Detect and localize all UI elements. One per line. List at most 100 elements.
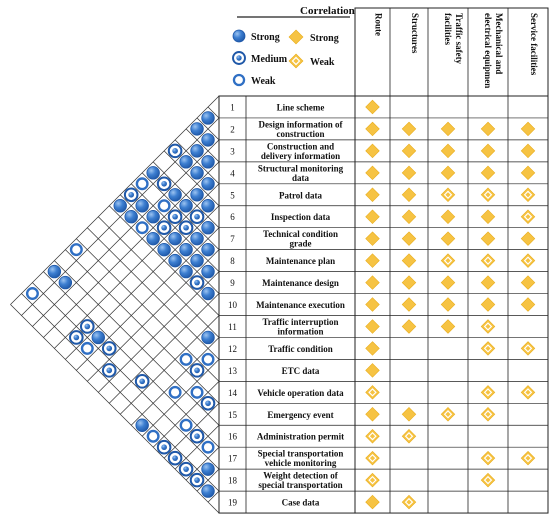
roof-mark-strong — [146, 166, 160, 180]
roof-mark-weak — [135, 177, 149, 191]
roof-gridline — [163, 150, 220, 206]
matrix-diamond-strong — [440, 165, 456, 181]
roof-gridline — [54, 260, 220, 426]
roof-mark-weak — [168, 385, 182, 399]
matrix-diamond-strong — [401, 165, 417, 181]
roof-gridline — [141, 172, 220, 250]
matrix-diamond-strong — [520, 231, 536, 246]
matrix-diamond-strong — [480, 297, 496, 312]
roof-gridline — [54, 183, 220, 349]
matrix-diamond-strong — [365, 121, 380, 137]
roof-gridline — [207, 106, 220, 119]
roof-mark-strong — [113, 199, 127, 213]
roof-gridline — [163, 403, 220, 459]
roof-mark-strong — [146, 210, 160, 224]
roof-mark-weak — [25, 287, 39, 301]
roof-gridline — [65, 249, 220, 404]
roof-mark-medium — [123, 187, 139, 203]
roof-mark-strong — [201, 286, 215, 301]
matrix-diamond-strong — [480, 143, 496, 159]
roof-gridline — [109, 205, 220, 316]
row-number: 15 — [228, 410, 238, 420]
row-label: Line scheme — [277, 102, 325, 112]
diagram-title: Correlation — [300, 5, 355, 17]
row-labels-table: 1 Line scheme 2 Design information ofconstr… — [218, 95, 548, 514]
row-label: Inspection data — [271, 212, 331, 222]
roof-mark-strong — [201, 242, 215, 257]
roof-mark-medium — [189, 275, 205, 290]
matrix-diamond-strong — [480, 275, 496, 290]
roof-mark-medium — [156, 439, 172, 455]
matrix-diamond-weak — [520, 341, 536, 356]
column-header: Traffic safety — [454, 13, 464, 65]
roof-mark-strong — [201, 330, 215, 345]
roof-gridline — [130, 183, 220, 272]
roof-mark-strong — [190, 144, 204, 158]
roof-gridline — [87, 227, 220, 360]
roof-mark-medium — [189, 209, 205, 225]
legend-circle-strong-icon — [232, 29, 246, 43]
row-label: Traffic interruption — [262, 317, 338, 327]
matrix-diamond-weak — [520, 187, 536, 202]
roof-gridline — [185, 446, 220, 481]
roof-mark-strong — [179, 242, 193, 257]
roof-mark-strong — [190, 253, 204, 268]
roof-gridline — [76, 227, 220, 371]
row-label: Emergency event — [267, 410, 333, 420]
row-label: Patrol data — [279, 190, 323, 200]
matrix-diamond-weak — [480, 450, 496, 466]
roof-mark-strong — [135, 199, 149, 213]
roof-mark-medium — [101, 363, 117, 378]
matrix-diamond-weak — [480, 253, 496, 268]
matrix-diamond-strong — [440, 143, 456, 159]
roof-mark-strong — [91, 330, 105, 345]
row-label: Technical condition — [263, 229, 338, 239]
matrix-diamond-strong — [520, 143, 536, 159]
roof-mark-strong — [201, 462, 215, 476]
matrix-diamond-strong — [365, 363, 380, 378]
roof-mark-medium — [167, 209, 183, 225]
row-label: delivery information — [261, 151, 340, 161]
roof-mark-weak — [80, 341, 94, 355]
roof-mark-weak — [190, 385, 204, 399]
matrix-diamond-weak — [480, 319, 496, 334]
legend: Strong Medium Weak Strong Weak — [232, 16, 350, 87]
roof-gridline — [98, 271, 220, 393]
roof-gridline — [32, 282, 220, 470]
roof-mark-medium — [134, 374, 150, 389]
roof-gridline — [196, 117, 220, 141]
row-label: Vehicle operation data — [257, 388, 344, 398]
row-number: 11 — [228, 322, 237, 332]
correlation-roof — [10, 95, 220, 514]
matrix-diamond-strong — [365, 341, 380, 356]
roof-mark-weak — [201, 352, 215, 366]
roof-mark-medium — [156, 220, 172, 236]
roof-mark-medium — [178, 220, 194, 236]
row-label: ETC data — [282, 366, 320, 376]
matrix-diamond-strong — [365, 253, 380, 268]
roof-mark-strong — [157, 242, 171, 257]
roof-gridline — [10, 304, 220, 514]
matrix-diamond-strong — [365, 494, 380, 510]
matrix-diamond-strong — [365, 187, 380, 202]
matrix-diamond-strong — [401, 319, 417, 334]
matrix-diamond-weak — [480, 187, 496, 202]
matrix-diamond-weak — [520, 253, 536, 268]
matrix-diamond-weak — [440, 187, 456, 202]
matrix-diamond-weak — [520, 450, 536, 466]
legend-diamond-strong-icon — [288, 29, 304, 45]
column-header: Service facilities — [529, 13, 539, 76]
roof-gridline — [76, 238, 220, 382]
roof-mark-strong — [201, 155, 215, 169]
roof-mark-strong — [190, 122, 204, 136]
roof-mark-medium — [69, 330, 84, 345]
row-number: 13 — [228, 366, 238, 376]
row-number: 14 — [228, 388, 238, 398]
row-number: 9 — [230, 278, 235, 288]
roof-mark-weak — [69, 243, 83, 257]
matrix-diamond-strong — [365, 407, 380, 422]
matrix-diamond-weak — [480, 385, 496, 400]
matrix-diamond-weak — [440, 407, 456, 422]
row-label: data — [292, 173, 310, 183]
